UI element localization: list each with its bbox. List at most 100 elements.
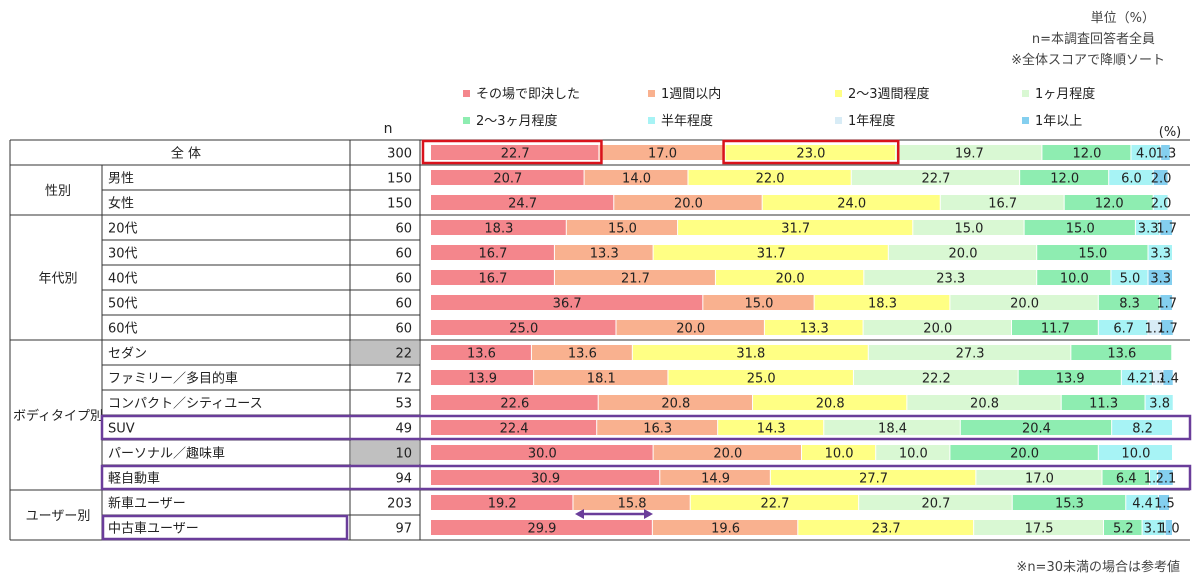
- data-label: 20.0: [676, 322, 705, 337]
- data-label: 13.3: [590, 247, 619, 262]
- row-label: 女性: [108, 196, 134, 212]
- data-label: 13.6: [568, 347, 597, 362]
- bar-segment: [1165, 520, 1172, 535]
- data-label: 13.6: [1107, 347, 1136, 362]
- sort-note: ※全体スコアで降順ソート: [1011, 53, 1165, 68]
- data-label: 20.0: [923, 322, 952, 337]
- bar-segment: [431, 395, 598, 410]
- data-label: 17.5: [1025, 522, 1054, 537]
- bar-segment: [431, 495, 573, 510]
- legend-swatch: [463, 117, 470, 124]
- row-n-value: 10: [395, 447, 412, 462]
- bar-segment: [431, 245, 554, 260]
- data-label: 8.3: [1119, 297, 1140, 312]
- bar-segment: [851, 170, 1020, 185]
- bar-segment: [1018, 370, 1121, 385]
- bar-segment: [597, 420, 718, 435]
- row-label: パーソナル／趣味車: [108, 447, 225, 462]
- bar-segment: [1142, 520, 1165, 535]
- bar-segment: [853, 370, 1018, 385]
- bar-segment: [1161, 145, 1170, 160]
- bar-segment: [573, 495, 690, 510]
- bar-segment: [566, 220, 678, 235]
- data-label: 1.7: [1156, 222, 1177, 237]
- sample-definition-note: n=本調査回答者全員: [1031, 32, 1155, 47]
- data-label: 22.7: [760, 497, 789, 512]
- data-label: 24.0: [837, 197, 866, 212]
- data-label: 1.7: [1156, 297, 1177, 312]
- row-label: ファミリー／多目的車: [108, 371, 238, 387]
- data-label: 14.0: [622, 172, 651, 187]
- data-label: 23.0: [796, 147, 825, 162]
- data-label: 14.9: [701, 472, 730, 487]
- data-label: 13.9: [468, 372, 497, 387]
- row-label: 60代: [108, 322, 138, 337]
- bar-segment: [660, 470, 770, 485]
- emphasis-box: [722, 139, 900, 165]
- bar-segment: [431, 370, 534, 385]
- bar-segment: [554, 270, 715, 285]
- data-label: 6.7: [1113, 322, 1134, 337]
- legend-label: 2～3ヶ月程度: [476, 114, 558, 129]
- bar-segment: [1158, 495, 1170, 510]
- data-label: 20.4: [1022, 422, 1051, 437]
- data-label: 3.3: [1150, 247, 1171, 262]
- group-label: 年代別: [38, 272, 77, 287]
- data-label: 19.2: [488, 497, 517, 512]
- bar-segment: [753, 395, 907, 410]
- data-label: 15.0: [744, 297, 773, 312]
- data-label: 25.0: [747, 372, 776, 387]
- data-label: 15.8: [618, 497, 647, 512]
- group-label: 全 体: [171, 146, 201, 162]
- bar-segment: [1037, 270, 1111, 285]
- data-label: 16.7: [478, 272, 507, 287]
- bar-segment: [1153, 170, 1168, 185]
- bar-segment: [868, 345, 1071, 360]
- bar-segment: [431, 145, 599, 160]
- data-label: 1.5: [1154, 497, 1175, 512]
- row-n-value: 22: [395, 347, 412, 362]
- row-label: セダン: [108, 347, 147, 362]
- legend-label: その場で即決した: [476, 87, 581, 102]
- data-label: 17.0: [648, 147, 677, 162]
- bar-segment: [431, 470, 660, 485]
- data-label: 15.0: [1066, 222, 1095, 237]
- legend-item: 1年以上: [1022, 110, 1082, 129]
- bar-segment: [703, 295, 814, 310]
- bar-segment: [798, 520, 974, 535]
- bar-segment: [632, 345, 868, 360]
- row-n-value: 150: [387, 172, 412, 187]
- data-label: 5.0: [1120, 272, 1141, 287]
- data-label: 23.3: [936, 272, 965, 287]
- bar-segment: [1071, 345, 1172, 360]
- legend-item: その場で即決した: [463, 83, 580, 102]
- bar-segment: [718, 420, 824, 435]
- bar-segment: [1111, 270, 1148, 285]
- data-label: 25.0: [509, 322, 538, 337]
- data-label: 20.0: [1010, 297, 1039, 312]
- bar-segment: [554, 245, 653, 260]
- highlight-box: [101, 514, 349, 541]
- bar-segment: [950, 445, 1098, 460]
- bar-segment: [814, 295, 950, 310]
- small-sample-cell: [351, 441, 419, 464]
- bar-segment: [431, 345, 531, 360]
- data-label: 16.7: [988, 197, 1017, 212]
- bar-segment: [599, 145, 725, 160]
- data-label: 22.7: [921, 172, 950, 187]
- data-label: 3.3: [1138, 222, 1159, 237]
- comparison-arrow-head: [575, 509, 584, 519]
- row-n-value: 97: [395, 522, 412, 537]
- bar-segment: [1061, 395, 1145, 410]
- data-label: 27.7: [859, 472, 888, 487]
- data-label: 2.1: [1156, 472, 1177, 487]
- data-label: 20.8: [661, 397, 690, 412]
- row-label: 50代: [108, 297, 138, 312]
- bar-segment: [431, 195, 614, 210]
- bar-segment: [431, 445, 653, 460]
- legend-item: 1ヶ月程度: [1022, 83, 1095, 102]
- data-label: 6.4: [1116, 472, 1137, 487]
- bar-segment: [1161, 320, 1173, 335]
- emphasis-box: [421, 139, 603, 165]
